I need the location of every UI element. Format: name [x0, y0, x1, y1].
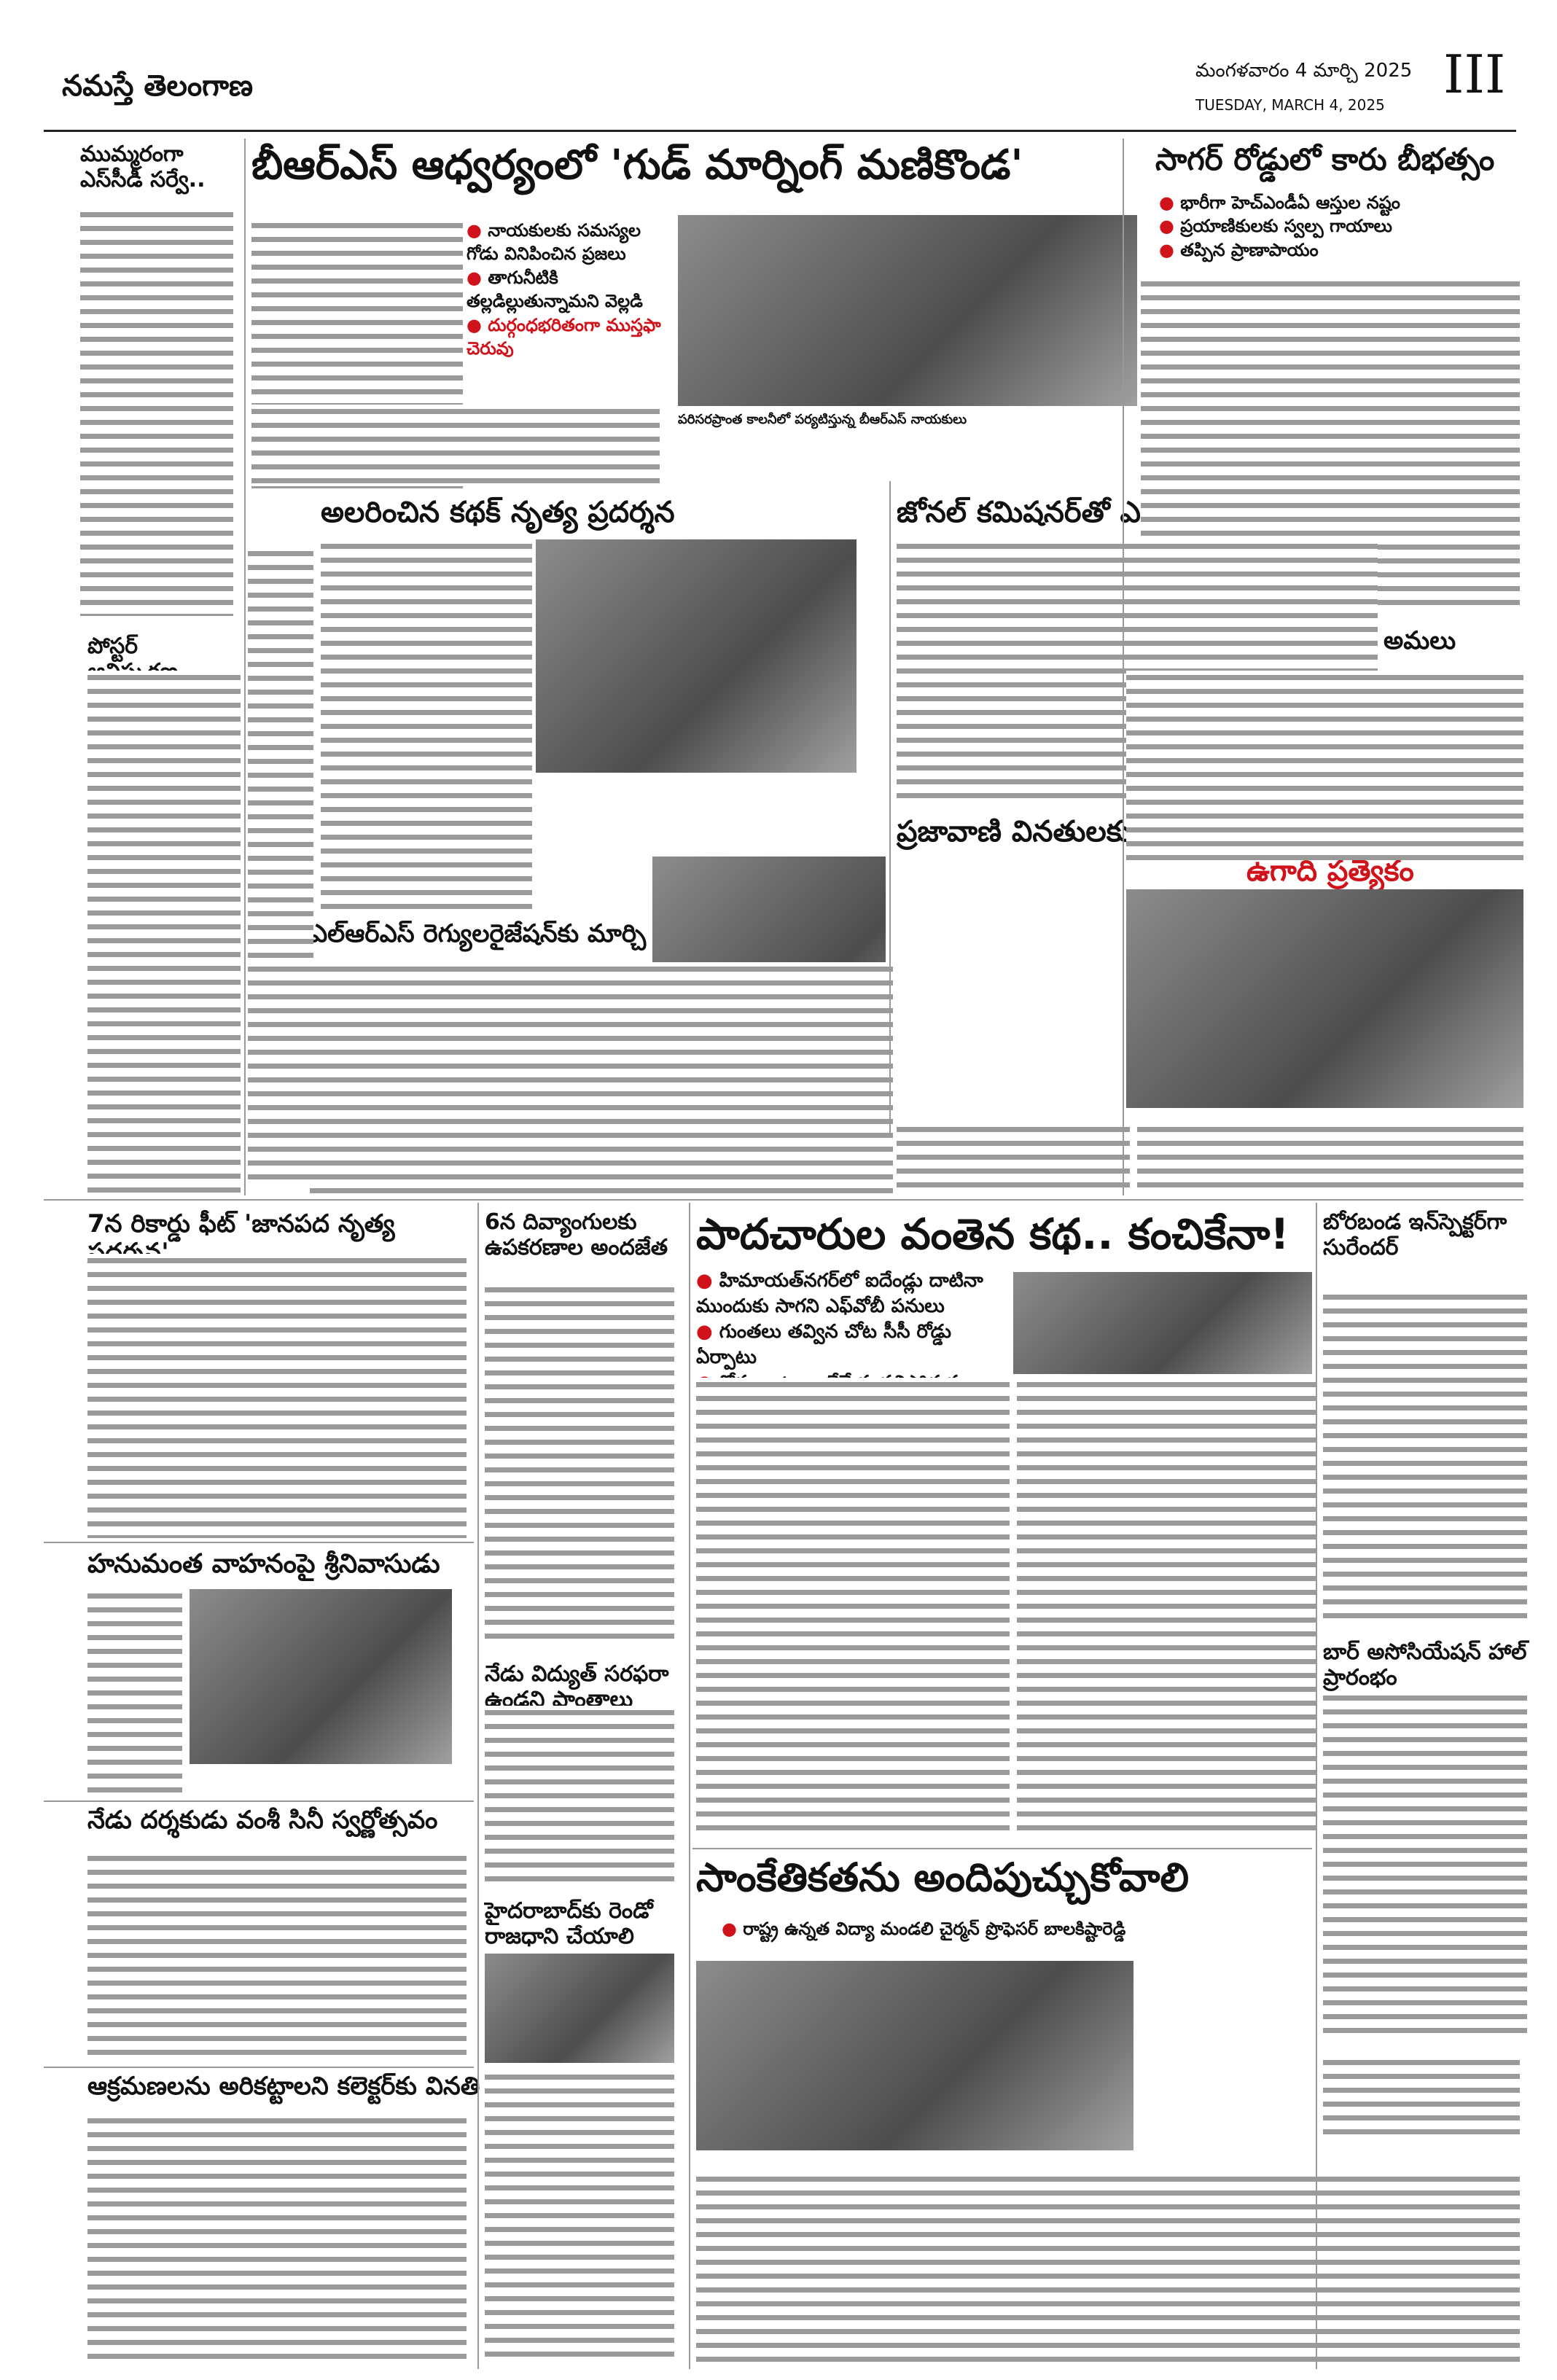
headline: అలరించిన కథక్ నృత్య ప్రదర్శన [321, 496, 675, 529]
article-text [321, 539, 532, 911]
bullet: దుర్గంధభరితంగా ముస్తఫా చెరువు [467, 313, 678, 361]
masthead-date: మంగళవారం 4 మార్చి 2025 [1195, 60, 1413, 82]
bullet-list: భారీగా హెచ్‌ఎండీఏ ఆస్తుల నష్టంప్రయాణికుల… [1159, 191, 1480, 262]
article-text [485, 2070, 674, 2362]
bullet: గుంతలు తవ్విన చోట సీసీ రోడ్డు ఏర్పాటు [696, 1319, 1010, 1370]
photo [1013, 1272, 1312, 1374]
headline: పాదచారుల వంతెన కథ.. కంచికేనా! [696, 1209, 1289, 1259]
article-text [1323, 1290, 1527, 1626]
masthead-name: నమస్తే తెలంగాణ [62, 69, 254, 103]
bullet: హిమాయత్‌నగర్‌లో ఐదేండ్లు దాటినా ముందుకు … [696, 1268, 1010, 1319]
photo [1126, 889, 1523, 1108]
article-text [87, 2114, 467, 2362]
article-text [1017, 1378, 1316, 1837]
article-text [696, 1378, 1010, 1837]
photo [696, 1961, 1133, 2150]
article-text [87, 671, 241, 1195]
column-rule [1123, 138, 1124, 1195]
article-text [251, 405, 660, 485]
headline: నేడు దర్శకుడు వంశీ సినీ స్వర్ణోత్సవం [87, 1806, 438, 1835]
headline: నేడు విద్యుత్ సరఫరా ఉండని ప్రాంతాలు [485, 1661, 669, 1712]
article-text [87, 1852, 467, 2063]
bullet: తప్పిన ప్రాణాపాయం [1159, 238, 1480, 262]
article-text [1137, 1123, 1523, 1195]
article-text [87, 1254, 467, 1538]
article-text [310, 962, 893, 1195]
bullet: తాగునీటికి తల్లడిల్లుతున్నామని వెల్లడి [467, 266, 678, 313]
top-rule [44, 130, 1516, 132]
article-text [1323, 1691, 1527, 2041]
bullet-list: రాష్ట్ర ఉన్నత విద్యా మండలి చైర్మన్ ప్రొఫ… [722, 1917, 1130, 1940]
headline: బోరబండ ఇన్‌స్పెక్టర్‌గా సురేందర్ [1323, 1209, 1507, 1260]
headline: ఆక్రమణలను అరికట్టాలని కలెక్టర్‌కు వినతి [87, 2072, 480, 2101]
column-rule [1316, 1203, 1317, 2369]
masthead-date-en: TUESDAY, MARCH 4, 2025 [1195, 96, 1385, 114]
column-rule [477, 1203, 479, 2369]
headline: ముమ్మరంగా ఎస్‌సీడీ సర్వే.. [80, 141, 206, 192]
page-number: III [1443, 44, 1506, 105]
article-text [897, 1123, 1130, 1195]
photo [678, 215, 1137, 406]
article-text [248, 547, 313, 1188]
row-rule [44, 1199, 1523, 1201]
bullet-list: నాయకులకు సమస్యల గోడు వినిపించిన ప్రజలుతా… [467, 219, 678, 360]
photo [485, 1954, 674, 2063]
bullet: ప్రయాణికులకు స్వల్ప గాయాలు [1159, 214, 1480, 238]
article-text [696, 2172, 1520, 2362]
bullet: నాయకులకు సమస్యల గోడు వినిపించిన ప్రజలు [467, 219, 678, 266]
bullet: భారీగా హెచ్‌ఎండీఏ ఆస్తుల నష్టం [1159, 191, 1480, 214]
bullet: రాష్ట్ర ఉన్నత విద్యా మండలి చైర్మన్ ప్రొఫ… [722, 1917, 1130, 1940]
photo-caption: పరిసరప్రాంత కాలనీలో పర్యటిస్తున్న బీఆర్‌… [678, 412, 967, 427]
article-text [485, 1283, 674, 1647]
column-rule [889, 481, 891, 1137]
headline: 6న దివ్యాంగులకు ఉపకరణాల అందజేత [485, 1209, 668, 1260]
article-text [485, 1706, 674, 1888]
row-rule [44, 2067, 474, 2068]
article-text [1126, 671, 1523, 860]
article-text [1323, 2056, 1520, 2143]
headline: సాంకేతికతను అందిపుచ్చుకోవాలి [696, 1854, 1190, 1900]
column-rule [689, 1203, 690, 2369]
column-rule [244, 138, 246, 1195]
headline: బార్ అసోసియేషన్ హాల్ ప్రారంభం [1323, 1639, 1527, 1690]
photo [190, 1589, 452, 1764]
headline: హైదరాబాద్‌కు రెండో రాజధాని చేయాలి [485, 1898, 653, 1949]
photo [536, 539, 856, 773]
row-rule [692, 1848, 1312, 1849]
row-rule [44, 1542, 474, 1543]
headline: బీఆర్‌ఎస్ ఆధ్వర్యంలో 'గుడ్ మార్నింగ్ మణి… [251, 141, 1023, 189]
headline: సాగర్ రోడ్డులో కారు బీభత్సం [1155, 141, 1495, 177]
article-text [80, 208, 233, 616]
headline: హనుమంత వాహనంపై శ్రీనివాసుడు [87, 1549, 440, 1579]
article-text [87, 1589, 182, 1793]
row-rule [44, 1800, 474, 1802]
